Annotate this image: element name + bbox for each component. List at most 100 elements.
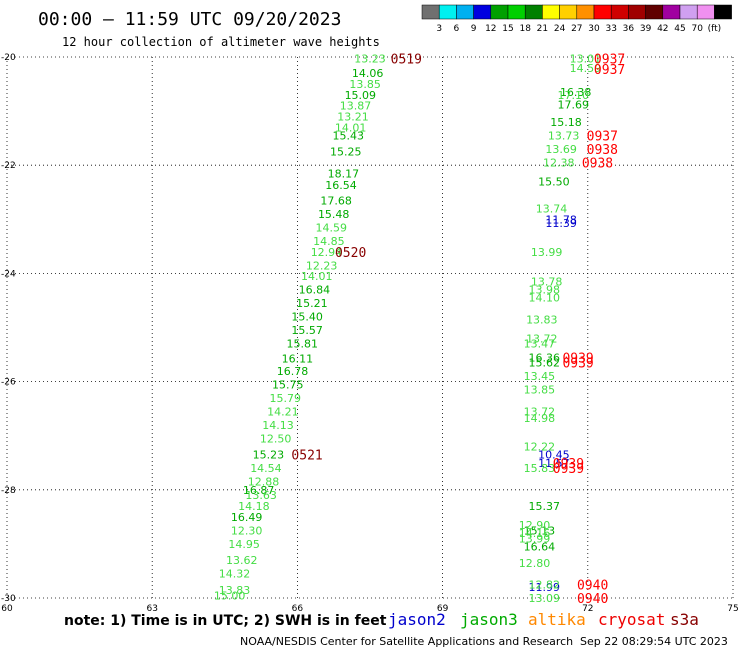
wave-height-label: 13.87: [340, 100, 372, 113]
colorbar-swatch: [662, 4, 681, 20]
colorbar-swatch: [628, 4, 646, 20]
wave-height-label: 13.98: [528, 284, 560, 297]
wave-height-label: 15.43: [332, 129, 364, 142]
wave-height-label: 14.10: [528, 292, 560, 305]
wave-height-label: 11.39: [545, 217, 577, 230]
wave-height-label: 12.50: [260, 432, 292, 445]
wave-height-label: 15.37: [528, 500, 560, 513]
wave-height-label: 14.01: [335, 121, 367, 134]
legend-entry: jason2: [388, 610, 446, 629]
y-tick-label: -24: [1, 269, 16, 279]
x-tick-label: 66: [292, 604, 304, 614]
wave-height-label: 13.62: [226, 554, 258, 567]
colorbar-swatch: [714, 4, 732, 20]
wave-height-label: 16.11: [282, 352, 314, 365]
wave-height-label: 15.62: [528, 357, 560, 370]
wave-height-label: 15.57: [291, 324, 323, 337]
wave-height-label: 13.78: [531, 276, 563, 289]
wave-height-label: 14.18: [238, 500, 270, 513]
wave-height-label: 15.75: [272, 378, 304, 391]
y-tick-label: -20: [1, 53, 16, 63]
footer-timestamp: Sep 22 08:29:54 UTC 2023: [580, 635, 728, 648]
x-tick-label: 60: [1, 604, 13, 614]
wave-height-label: 13.85: [349, 78, 381, 91]
wave-height-label: 13.47: [524, 338, 556, 351]
colorbar-swatch: [456, 4, 474, 20]
wave-height-label: 14.01: [301, 270, 333, 283]
pass-time-label: 0520: [335, 246, 366, 261]
colorbar-label: 9: [471, 24, 477, 34]
wave-height-label: 16.49: [231, 511, 263, 524]
wave-height-label: 13.74: [536, 202, 568, 215]
wave-height-label: 13.83: [219, 584, 251, 597]
y-axis-ticks: -20 -22 -24 -26 -28 -30: [1, 53, 16, 604]
pass-time-label: 0937: [594, 53, 625, 68]
wave-height-label: 13.45: [524, 370, 556, 383]
wave-height-label: 14.95: [228, 538, 260, 551]
colorbar-swatch: [524, 4, 543, 20]
legend-entry: jason3: [460, 610, 518, 629]
wave-height-label: 14.85: [313, 235, 345, 248]
wave-height-label: 16.54: [325, 179, 357, 192]
chart-title: 00:00 — 11:59 UTC 09/20/2023: [38, 9, 341, 30]
wave-height-label: 17.69: [558, 99, 590, 112]
wave-height-label: 12.30: [231, 524, 263, 537]
colorbar-label: 21: [537, 24, 548, 34]
wave-height-label: 11.57: [538, 457, 570, 470]
wave-height-label: 15.40: [291, 311, 323, 324]
wave-height-label: 13.99: [519, 532, 551, 545]
wave-height-label: 13.23: [354, 53, 386, 66]
wave-height-label: 16.78: [277, 365, 309, 378]
wave-height-label: 13.99: [531, 246, 563, 259]
y-tick-label: -26: [1, 378, 16, 388]
wave-height-label: 12.38: [543, 156, 575, 169]
wave-height-label: 12.80: [519, 557, 551, 570]
colorbar-label: 45: [674, 24, 685, 34]
colorbar-swatch: [542, 4, 560, 20]
wave-height-label: 14.59: [570, 62, 602, 75]
wave-height-label: 15.09: [345, 89, 377, 102]
colorbar-swatch: [490, 4, 509, 20]
colorbar-label: 18: [519, 24, 531, 34]
wave-height-label: 13.01: [570, 53, 602, 66]
color-scale-bar: 3 6 9 12 15 18 21 24 27 30 33 36 39 42 45 70 (ft): [421, 4, 732, 34]
wave-height-label: 13.85: [524, 384, 556, 397]
pass-time-label: 0521: [291, 449, 322, 464]
wave-height-label: 11.99: [528, 581, 560, 594]
wave-height-label: 16.38: [560, 86, 592, 99]
colorbar-swatch: [576, 4, 595, 20]
wave-height-label: 16.87: [243, 484, 275, 497]
pass-time-label: 0940: [577, 578, 608, 593]
pass-time-label: 0939: [553, 457, 584, 472]
wave-height-label: 13.09: [528, 592, 560, 605]
colorbar-swatch: [507, 4, 526, 20]
wave-height-label: 15.50: [538, 175, 570, 188]
colorbar-label: 30: [588, 24, 600, 34]
wave-height-label: 14.16: [519, 527, 551, 540]
wave-height-label: 13.73: [548, 129, 580, 142]
wave-height-label: 15.81: [286, 338, 318, 351]
wave-height-label: 15.83: [524, 462, 556, 475]
pass-time-label: 0937: [587, 129, 618, 144]
wave-height-label: 15.13: [524, 524, 556, 537]
wave-height-label: 18.17: [328, 167, 360, 180]
wave-height-label: 12.23: [306, 259, 338, 272]
colorbar-label: 3: [436, 24, 442, 34]
wave-height-label: 15.48: [318, 208, 350, 221]
wave-height-label: 14.54: [250, 462, 282, 475]
pass-time-label: 0938: [582, 156, 613, 171]
pass-time-label: 0938: [587, 143, 618, 158]
wave-height-label: 17.68: [320, 194, 352, 207]
colorbar-swatch: [696, 4, 715, 20]
wave-height-label: 14.59: [316, 221, 348, 234]
footer-credit: NOAA/NESDIS Center for Satellite Applica…: [240, 635, 573, 648]
pass-time-label: 0939: [562, 357, 593, 372]
colorbar-label: (ft): [708, 24, 722, 34]
wave-height-label: 14.21: [267, 405, 299, 418]
x-axis-ticks: 60 63 66 69 72 75: [1, 604, 738, 614]
wave-height-label: 12.82: [528, 578, 560, 591]
pass-time-label: 0939: [562, 351, 593, 366]
colorbar-swatch: [679, 4, 698, 20]
colorbar-swatch: [438, 4, 457, 20]
